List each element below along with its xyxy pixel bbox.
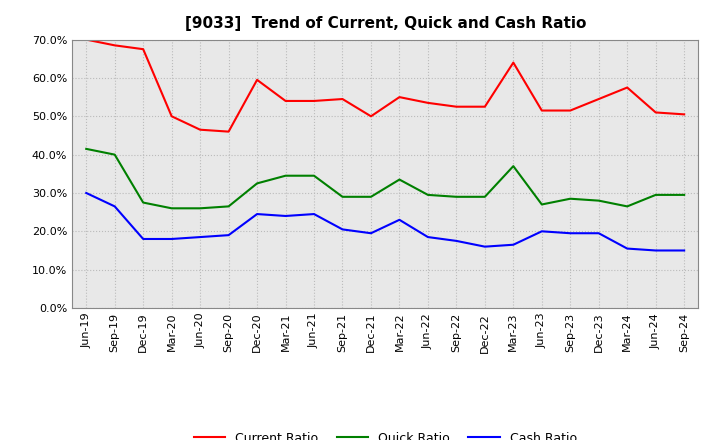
Cash Ratio bbox=[225, 232, 233, 238]
Quick Ratio bbox=[167, 205, 176, 211]
Quick Ratio bbox=[196, 205, 204, 211]
Line: Cash Ratio: Cash Ratio bbox=[86, 193, 684, 250]
Cash Ratio bbox=[566, 231, 575, 236]
Quick Ratio bbox=[225, 204, 233, 209]
Quick Ratio bbox=[366, 194, 375, 199]
Current Ratio bbox=[82, 37, 91, 42]
Quick Ratio bbox=[253, 181, 261, 186]
Cash Ratio bbox=[509, 242, 518, 247]
Quick Ratio bbox=[680, 192, 688, 198]
Quick Ratio bbox=[310, 173, 318, 178]
Cash Ratio bbox=[537, 229, 546, 234]
Quick Ratio bbox=[595, 198, 603, 203]
Current Ratio bbox=[282, 98, 290, 103]
Current Ratio bbox=[623, 85, 631, 90]
Quick Ratio bbox=[566, 196, 575, 202]
Cash Ratio bbox=[680, 248, 688, 253]
Current Ratio bbox=[395, 95, 404, 100]
Quick Ratio bbox=[282, 173, 290, 178]
Current Ratio bbox=[253, 77, 261, 82]
Quick Ratio bbox=[509, 164, 518, 169]
Quick Ratio bbox=[338, 194, 347, 199]
Current Ratio bbox=[537, 108, 546, 113]
Cash Ratio bbox=[595, 231, 603, 236]
Cash Ratio bbox=[167, 236, 176, 242]
Current Ratio bbox=[595, 96, 603, 102]
Quick Ratio bbox=[82, 146, 91, 151]
Legend: Current Ratio, Quick Ratio, Cash Ratio: Current Ratio, Quick Ratio, Cash Ratio bbox=[189, 427, 582, 440]
Cash Ratio bbox=[452, 238, 461, 244]
Quick Ratio bbox=[423, 192, 432, 198]
Current Ratio bbox=[225, 129, 233, 134]
Line: Current Ratio: Current Ratio bbox=[86, 40, 684, 132]
Current Ratio bbox=[110, 43, 119, 48]
Cash Ratio bbox=[82, 191, 91, 196]
Cash Ratio bbox=[338, 227, 347, 232]
Current Ratio bbox=[509, 60, 518, 65]
Quick Ratio bbox=[537, 202, 546, 207]
Current Ratio bbox=[452, 104, 461, 109]
Title: [9033]  Trend of Current, Quick and Cash Ratio: [9033] Trend of Current, Quick and Cash … bbox=[184, 16, 586, 32]
Current Ratio bbox=[366, 114, 375, 119]
Quick Ratio bbox=[395, 177, 404, 182]
Cash Ratio bbox=[480, 244, 489, 249]
Quick Ratio bbox=[652, 192, 660, 198]
Cash Ratio bbox=[253, 211, 261, 216]
Cash Ratio bbox=[366, 231, 375, 236]
Quick Ratio bbox=[623, 204, 631, 209]
Current Ratio bbox=[566, 108, 575, 113]
Cash Ratio bbox=[395, 217, 404, 223]
Current Ratio bbox=[423, 100, 432, 106]
Cash Ratio bbox=[652, 248, 660, 253]
Quick Ratio bbox=[480, 194, 489, 199]
Cash Ratio bbox=[310, 211, 318, 216]
Cash Ratio bbox=[423, 235, 432, 240]
Current Ratio bbox=[338, 96, 347, 102]
Current Ratio bbox=[680, 112, 688, 117]
Line: Quick Ratio: Quick Ratio bbox=[86, 149, 684, 208]
Current Ratio bbox=[652, 110, 660, 115]
Current Ratio bbox=[167, 114, 176, 119]
Cash Ratio bbox=[282, 213, 290, 219]
Current Ratio bbox=[196, 127, 204, 132]
Cash Ratio bbox=[623, 246, 631, 251]
Quick Ratio bbox=[139, 200, 148, 205]
Cash Ratio bbox=[110, 204, 119, 209]
Quick Ratio bbox=[452, 194, 461, 199]
Cash Ratio bbox=[139, 236, 148, 242]
Quick Ratio bbox=[110, 152, 119, 157]
Current Ratio bbox=[139, 47, 148, 52]
Current Ratio bbox=[310, 98, 318, 103]
Current Ratio bbox=[480, 104, 489, 109]
Cash Ratio bbox=[196, 235, 204, 240]
